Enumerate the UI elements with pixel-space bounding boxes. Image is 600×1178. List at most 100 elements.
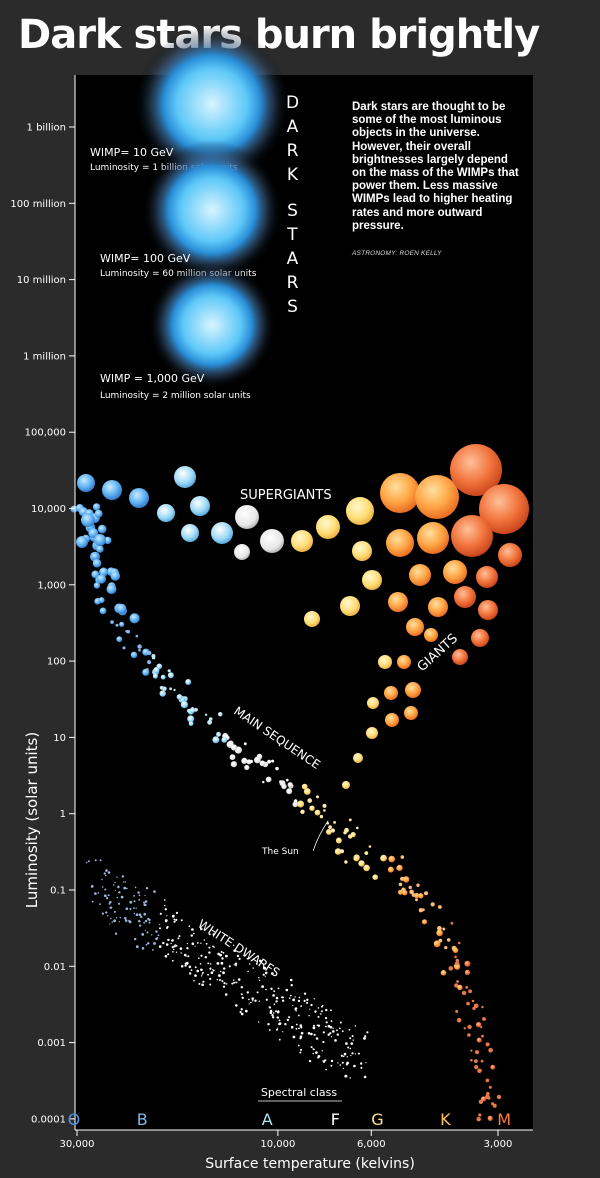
giant-star <box>385 713 399 727</box>
white-dwarf-star <box>268 1006 271 1009</box>
white-dwarf-star <box>158 945 162 948</box>
white-dwarf-star <box>134 937 137 941</box>
white-dwarf-star <box>198 982 201 985</box>
white-dwarf-star <box>332 1030 335 1033</box>
white-dwarf-star <box>288 1016 291 1019</box>
white-dwarf-star <box>133 907 135 909</box>
white-dwarf-star <box>336 1029 338 1032</box>
sun-label: The Sun <box>261 847 299 857</box>
main-sequence-star <box>467 1024 472 1030</box>
main-sequence-star <box>221 737 228 743</box>
white-dwarf-star <box>258 1021 260 1023</box>
main-sequence-star <box>286 788 293 795</box>
main-sequence-star <box>477 1068 482 1074</box>
white-dwarf-star <box>118 891 121 894</box>
white-dwarf-star <box>162 941 165 945</box>
supergiant-star <box>77 474 95 492</box>
main-sequence-star <box>454 961 460 966</box>
main-sequence-star <box>322 803 327 808</box>
main-sequence-star <box>492 1103 497 1108</box>
white-dwarf-star <box>207 962 210 965</box>
main-sequence-star <box>454 955 457 959</box>
main-sequence-star <box>267 759 271 764</box>
white-dwarf-star <box>151 934 153 936</box>
giant-star <box>424 628 438 642</box>
main-sequence-star <box>330 828 335 833</box>
main-sequence-star <box>454 964 460 970</box>
white-dwarf-star <box>144 929 146 931</box>
white-dwarf-star <box>313 998 315 1000</box>
white-dwarf-star <box>101 878 103 881</box>
white-dwarf-star <box>108 902 111 905</box>
main-sequence-star <box>485 1042 490 1047</box>
giant-star <box>498 543 522 567</box>
white-dwarf-star <box>209 967 212 970</box>
main-sequence-star <box>485 1078 490 1083</box>
main-sequence-star <box>400 876 405 881</box>
spectral-class-label: M <box>497 1110 511 1129</box>
supergiant-star <box>291 530 313 552</box>
main-sequence-star <box>387 866 394 873</box>
supergiant-star <box>190 496 210 516</box>
main-sequence-star <box>314 809 321 816</box>
star-points <box>70 444 529 1122</box>
main-sequence-star <box>478 1113 482 1117</box>
y-tick-label: 10,000 <box>31 504 66 515</box>
white-dwarf-star <box>275 1010 277 1013</box>
white-dwarf-star <box>171 939 174 942</box>
white-dwarf-star <box>171 946 174 949</box>
white-dwarf-star <box>187 955 190 958</box>
main-sequence-star <box>466 1001 470 1006</box>
white-dwarf-star <box>222 971 225 975</box>
white-dwarf-star <box>174 944 176 946</box>
white-dwarf-star <box>316 1024 319 1027</box>
white-dwarf-star <box>272 994 275 997</box>
white-dwarf-star <box>211 972 213 974</box>
white-dwarf-star <box>235 964 237 967</box>
white-dwarf-star <box>172 948 175 951</box>
white-dwarf-star <box>179 947 183 950</box>
main-sequence-star <box>281 783 287 790</box>
white-dwarf-star <box>365 1062 367 1064</box>
x-tick-label: 10,000 <box>260 1139 295 1150</box>
main-sequence-star <box>259 760 266 767</box>
main-sequence-star <box>265 776 272 783</box>
white-dwarf-star <box>349 1047 352 1050</box>
white-dwarf-star <box>240 993 243 996</box>
white-dwarf-star <box>193 980 195 982</box>
white-dwarf-star <box>109 923 111 925</box>
white-dwarf-star <box>357 1052 360 1055</box>
white-dwarf-star <box>289 997 291 999</box>
white-dwarf-star <box>200 975 203 977</box>
giant-star <box>476 566 498 588</box>
white-dwarf-star <box>219 970 222 973</box>
white-dwarf-star <box>113 910 116 913</box>
white-dwarf-star <box>277 1010 280 1013</box>
white-dwarf-star <box>107 894 110 897</box>
white-dwarf-star <box>216 962 220 965</box>
main-sequence-star <box>430 902 435 907</box>
main-sequence-star <box>450 921 454 925</box>
main-sequence-star <box>490 1064 496 1070</box>
giant-star <box>406 618 424 636</box>
white-dwarf-star <box>133 900 136 903</box>
white-dwarf-star <box>330 1036 332 1038</box>
white-dwarf-star <box>202 980 205 983</box>
white-dwarf-star <box>213 946 215 948</box>
white-dwarf-star <box>135 913 139 916</box>
dark-star-glow <box>148 261 276 389</box>
white-dwarf-star <box>295 1009 297 1012</box>
main-sequence-star <box>358 860 365 867</box>
white-dwarf-star <box>188 925 191 927</box>
white-dwarf-star <box>223 967 226 970</box>
main-sequence-star <box>300 809 305 814</box>
main-sequence-star <box>440 970 447 976</box>
main-sequence-star <box>188 721 194 726</box>
white-dwarf-star <box>310 1032 313 1036</box>
white-dwarf-star <box>225 954 228 958</box>
white-dwarf-star <box>294 996 296 998</box>
white-dwarf-star <box>315 1051 318 1054</box>
white-dwarf-star <box>237 978 241 981</box>
white-dwarf-star <box>282 1031 284 1033</box>
main-sequence-star <box>88 528 99 539</box>
